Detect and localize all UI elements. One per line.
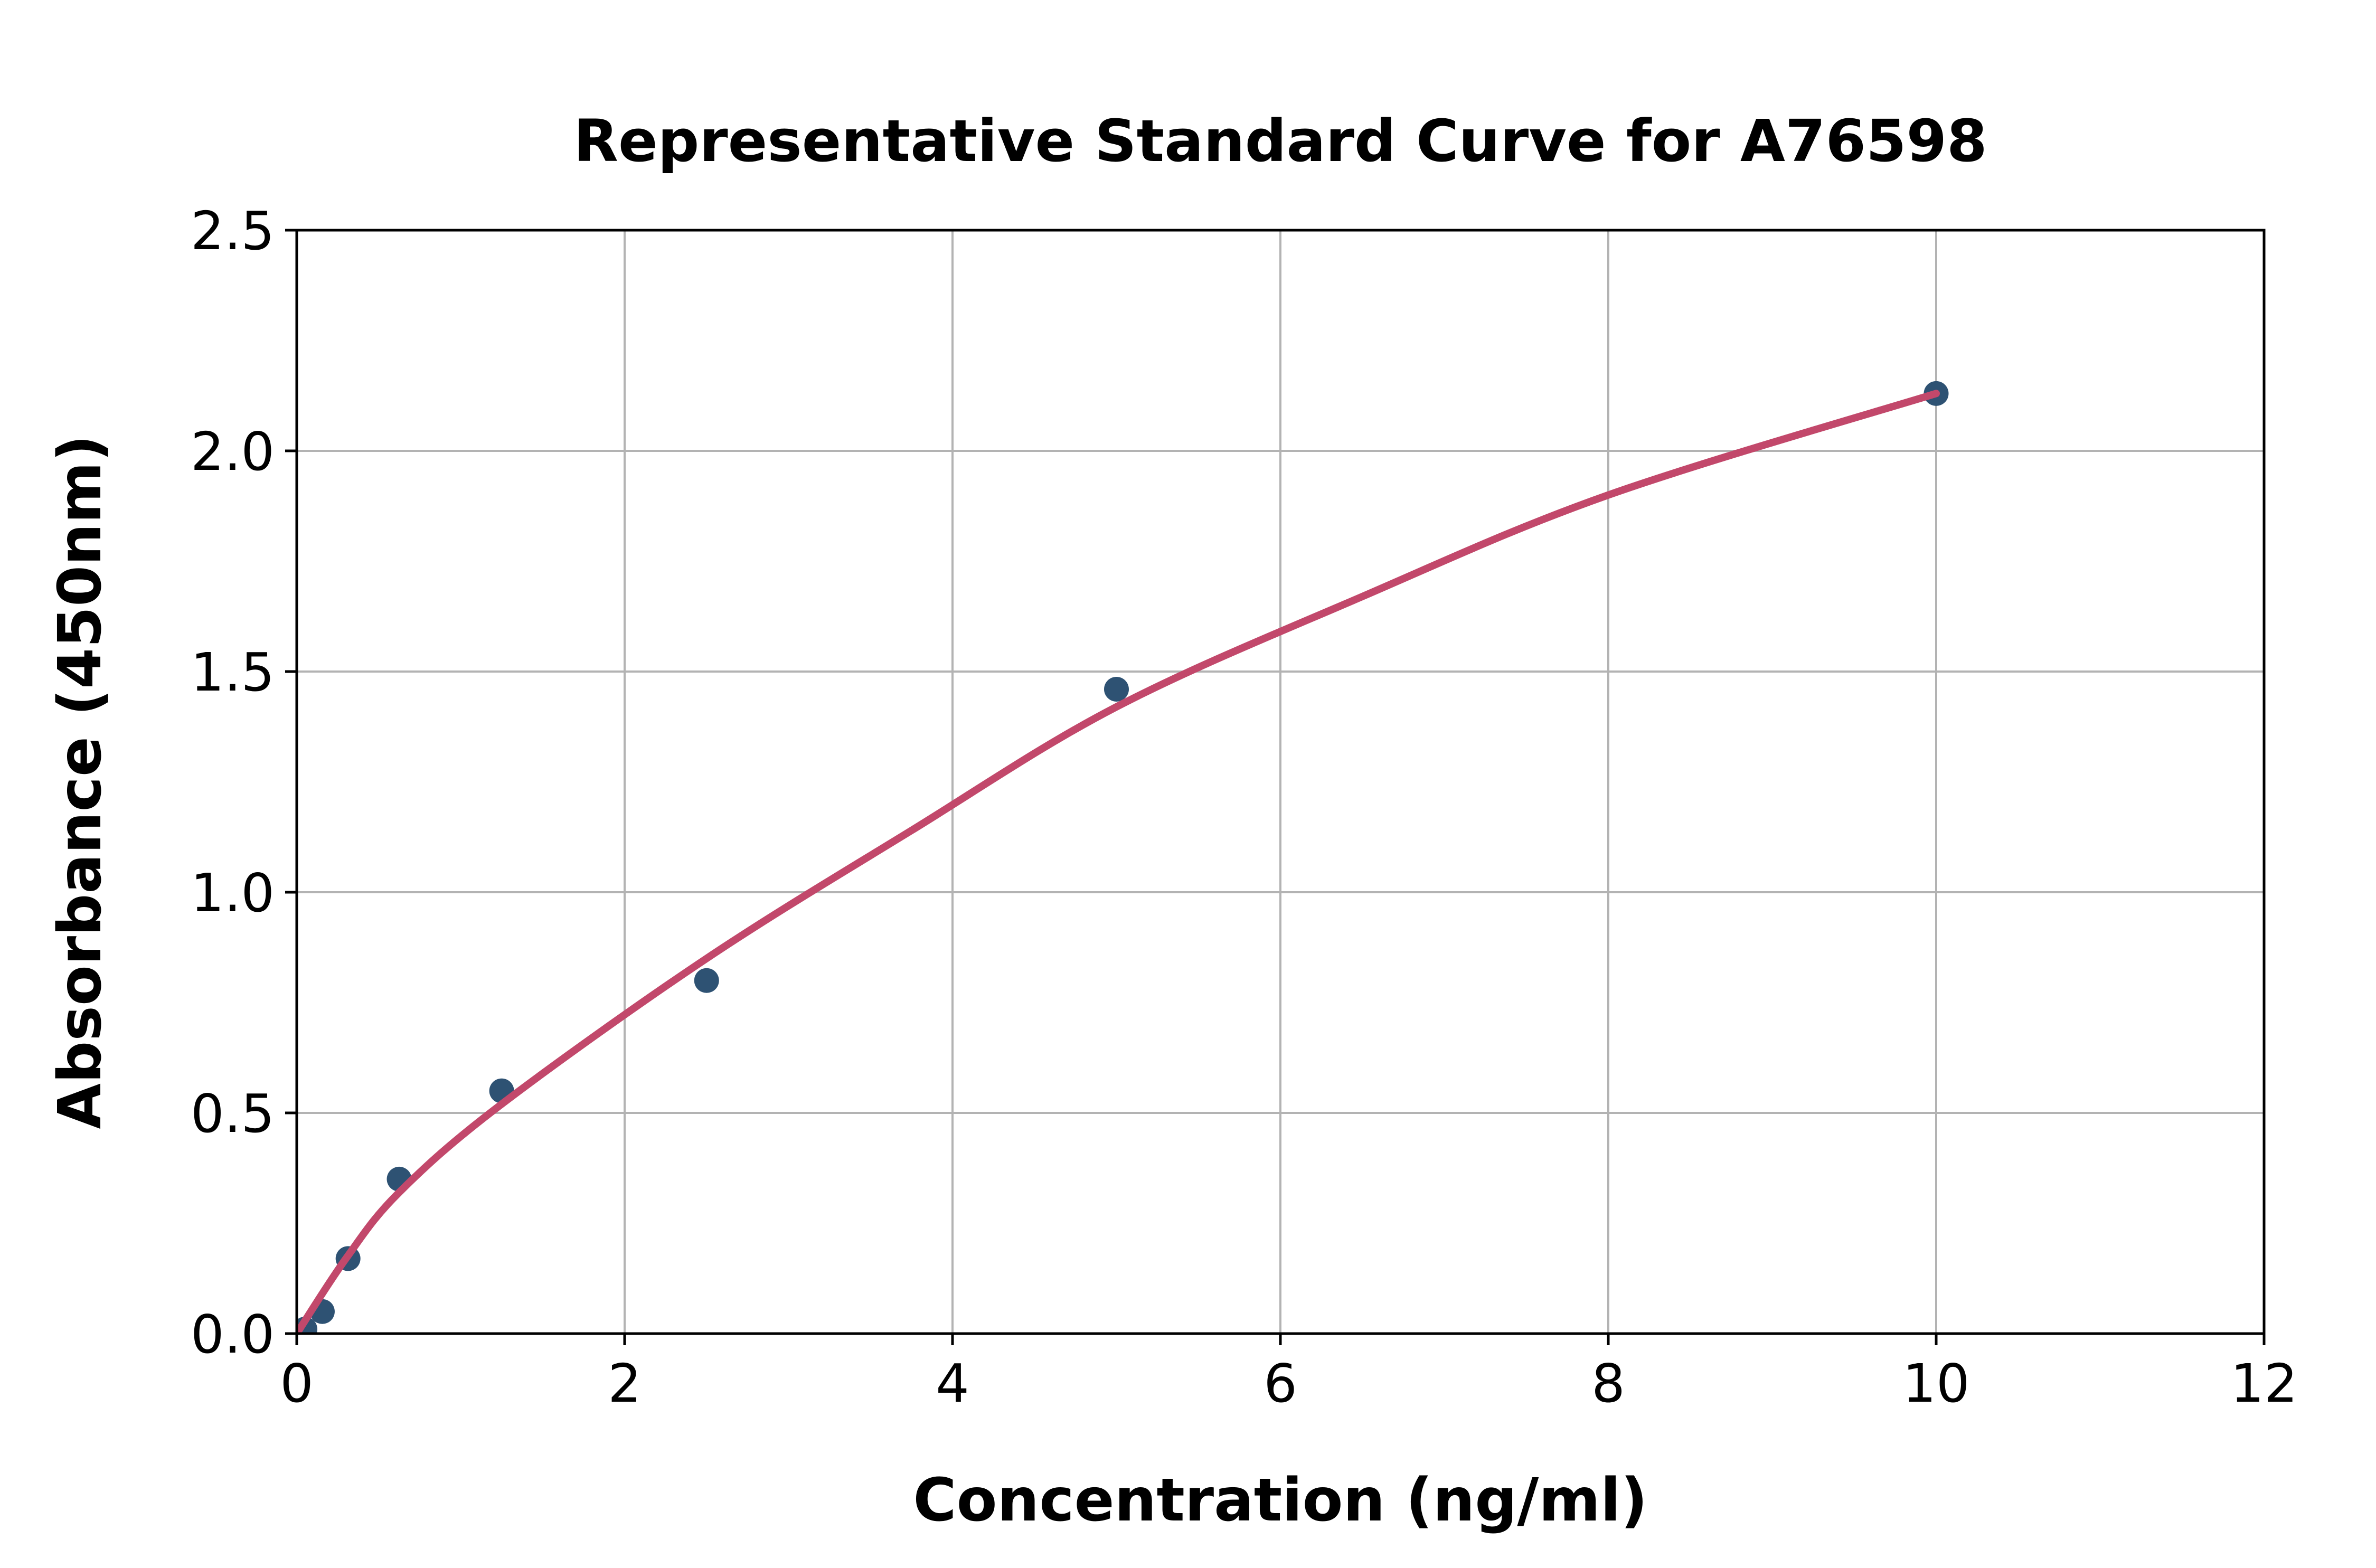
data-point xyxy=(1104,676,1129,702)
y-tick-label: 1.0 xyxy=(191,862,275,924)
x-axis-label: Concentration (ng/ml) xyxy=(913,1466,1647,1535)
fit-curve xyxy=(296,390,1940,1334)
axis-ticks xyxy=(285,229,2266,1345)
y-tick-label: 0.0 xyxy=(191,1303,275,1365)
x-tick-label: 6 xyxy=(1264,1353,1297,1414)
data-point xyxy=(694,968,719,993)
y-tick-label: 2.0 xyxy=(191,421,275,483)
fit-curve-group xyxy=(296,390,1940,1334)
chart-title: Representative Standard Curve for A76598 xyxy=(573,107,1987,175)
x-tick-label: 2 xyxy=(608,1353,642,1414)
x-tick-label: 10 xyxy=(1902,1353,1969,1414)
y-tick-label: 2.5 xyxy=(191,200,275,262)
y-tick-label: 1.5 xyxy=(191,641,275,703)
x-tick-label: 0 xyxy=(280,1353,314,1414)
y-tick-label: 0.5 xyxy=(191,1083,275,1145)
x-tick-label: 8 xyxy=(1591,1353,1625,1414)
tick-labels: 0 2 4 6 8 10 12 0.0 0.5 1.0 1.5 2.0 2.5 xyxy=(191,200,2298,1414)
x-tick-label: 12 xyxy=(2230,1353,2297,1414)
x-tick-label: 4 xyxy=(936,1353,969,1414)
y-axis-label: Absorbance (450nm) xyxy=(46,434,115,1129)
